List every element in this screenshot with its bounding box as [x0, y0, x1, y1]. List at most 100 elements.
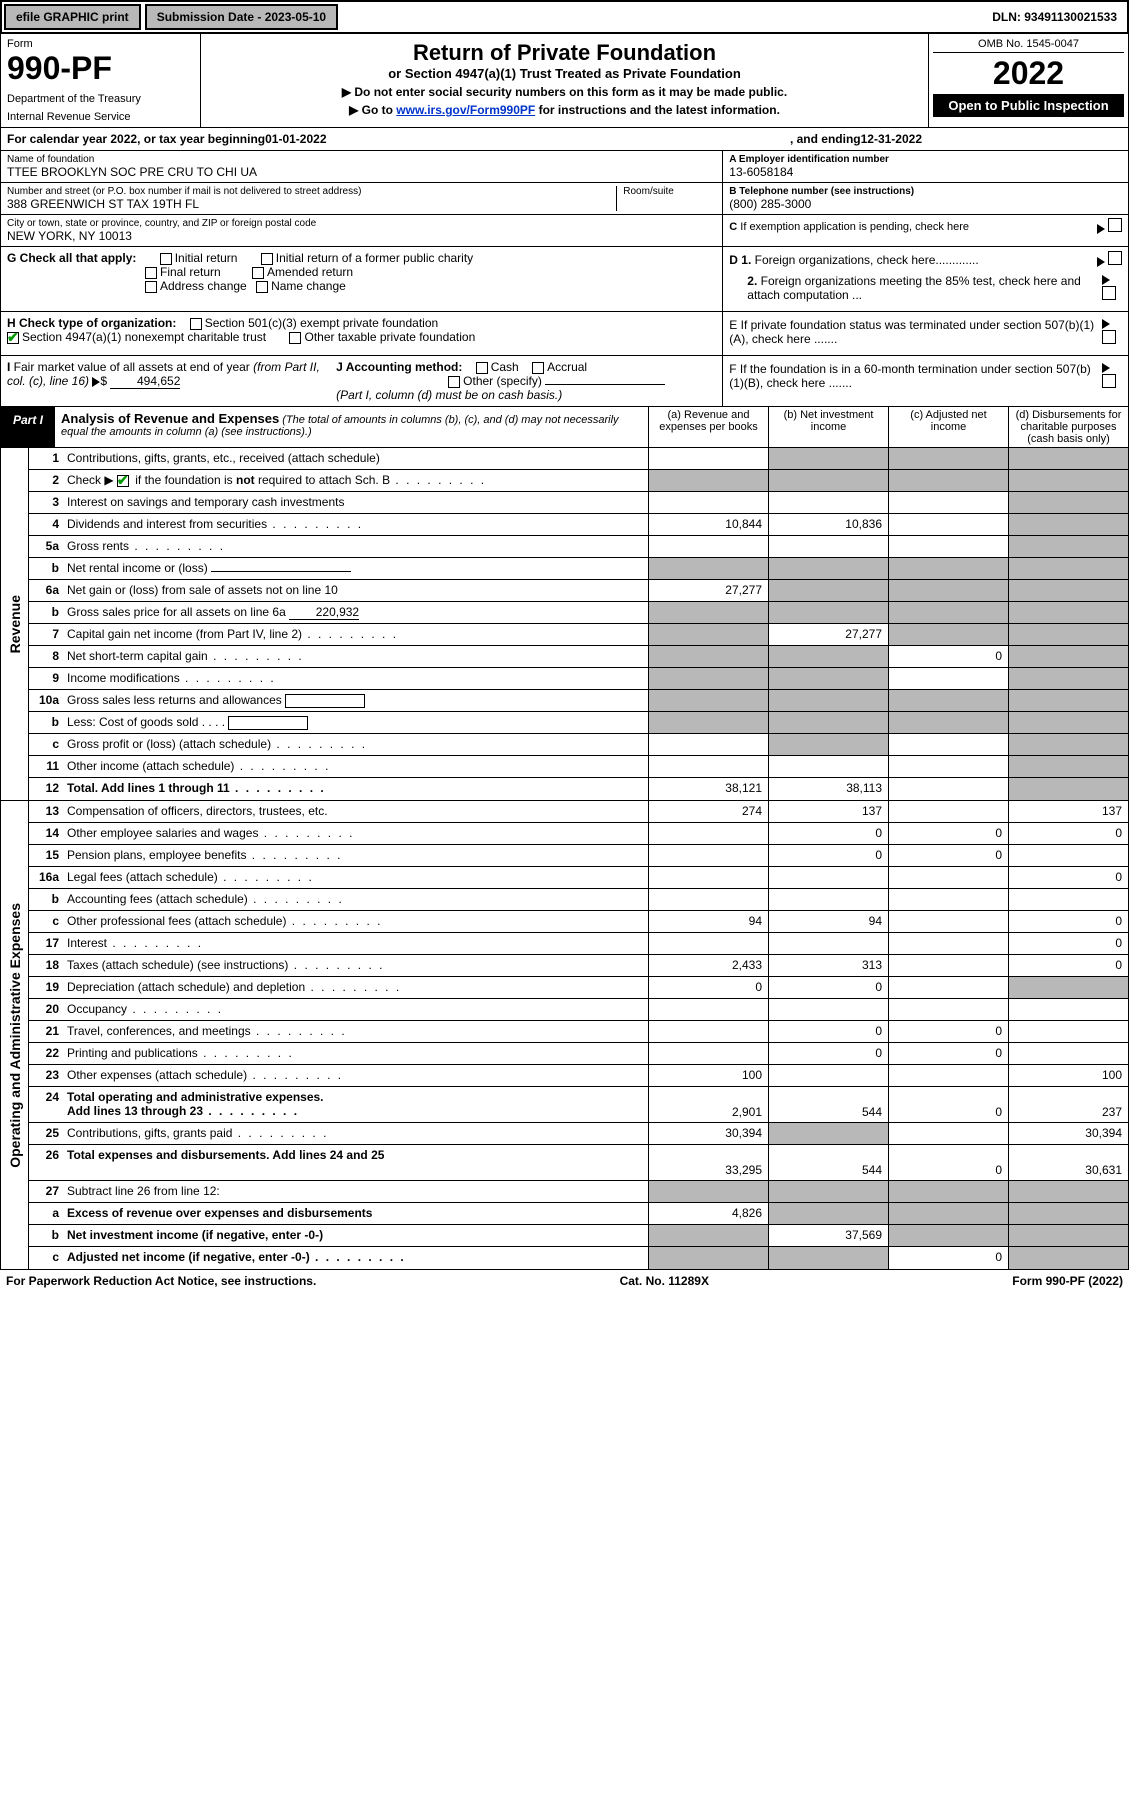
note-ssn: ▶ Do not enter social security numbers o…	[207, 85, 922, 99]
f-label: F If the foundation is in a 60-month ter…	[729, 362, 1102, 390]
header-right: OMB No. 1545-0047 2022 Open to Public In…	[928, 34, 1128, 127]
i-value: 494,652	[110, 374, 180, 389]
table-row: 25Contributions, gifts, grants paid30,39…	[29, 1123, 1128, 1145]
g-initial-former: Initial return of a former public charit…	[276, 251, 473, 265]
j-cash: Cash	[491, 360, 519, 374]
h-label: H Check type of organization:	[7, 316, 176, 330]
cal-mid: , and ending	[790, 132, 861, 146]
ein-label: A Employer identification number	[729, 154, 889, 165]
h-501: Section 501(c)(3) exempt private foundat…	[205, 316, 438, 330]
revenue-section: Revenue 1Contributions, gifts, grants, e…	[0, 448, 1129, 801]
table-row: 10aGross sales less returns and allowanc…	[29, 690, 1128, 712]
part1-desc: Analysis of Revenue and Expenses (The to…	[55, 407, 648, 447]
form-header: Form 990-PF Department of the Treasury I…	[0, 34, 1129, 128]
expenses-side-label: Operating and Administrative Expenses	[1, 801, 29, 1269]
submission-date: Submission Date - 2023-05-10	[145, 4, 338, 30]
table-row: 18Taxes (attach schedule) (see instructi…	[29, 955, 1128, 977]
arrow-icon	[1102, 363, 1110, 373]
table-row: 5aGross rents	[29, 536, 1128, 558]
g-final-checkbox[interactable]	[145, 267, 157, 279]
form-title: Return of Private Foundation	[207, 40, 922, 66]
e-checkbox[interactable]	[1102, 330, 1116, 344]
top-bar: efile GRAPHIC print Submission Date - 20…	[0, 0, 1129, 34]
table-row: bNet investment income (if negative, ent…	[29, 1225, 1128, 1247]
table-row: 17Interest0	[29, 933, 1128, 955]
j-label: J Accounting method:	[336, 360, 462, 374]
c-checkbox[interactable]	[1108, 218, 1122, 232]
table-row: cAdjusted net income (if negative, enter…	[29, 1247, 1128, 1269]
table-row: cGross profit or (loss) (attach schedule…	[29, 734, 1128, 756]
table-row: 22Printing and publications00	[29, 1043, 1128, 1065]
g-initial: Initial return	[175, 251, 238, 265]
calendar-year-row: For calendar year 2022, or tax year begi…	[0, 128, 1129, 151]
h-e-block: H Check type of organization: Section 50…	[0, 312, 1129, 356]
table-row: aExcess of revenue over expenses and dis…	[29, 1203, 1128, 1225]
addr-label: Number and street (or P.O. box number if…	[7, 186, 616, 197]
foundation-name: TTEE BROOKLYN SOC PRE CRU TO CHI UA	[7, 165, 716, 179]
c-exemption-label: C If exemption application is pending, c…	[729, 221, 969, 233]
table-row: 12Total. Add lines 1 through 1138,12138,…	[29, 778, 1128, 800]
g-addr-checkbox[interactable]	[145, 281, 157, 293]
header-left: Form 990-PF Department of the Treasury I…	[1, 34, 201, 127]
footer-right: Form 990-PF (2022)	[1012, 1274, 1123, 1288]
form-word: Form	[7, 38, 194, 50]
h-other-checkbox[interactable]	[289, 332, 301, 344]
arrow-icon	[1097, 257, 1105, 267]
part1-header: Part I Analysis of Revenue and Expenses …	[0, 407, 1129, 448]
arrow-icon	[1102, 275, 1110, 285]
g-addr-change: Address change	[160, 279, 247, 293]
table-row: bGross sales price for all assets on lin…	[29, 602, 1128, 624]
form-subtitle: or Section 4947(a)(1) Trust Treated as P…	[207, 66, 922, 81]
g-name-checkbox[interactable]	[256, 281, 268, 293]
note-pre: ▶ Go to	[349, 103, 396, 117]
cal-end: 12-31-2022	[861, 132, 922, 146]
g-amended-checkbox[interactable]	[252, 267, 264, 279]
table-row: 1Contributions, gifts, grants, etc., rec…	[29, 448, 1128, 470]
table-row: 4Dividends and interest from securities1…	[29, 514, 1128, 536]
arrow-icon	[1097, 224, 1105, 234]
form-number: 990-PF	[7, 50, 194, 87]
table-row: 14Other employee salaries and wages000	[29, 823, 1128, 845]
h-4947-checkbox[interactable]	[7, 332, 19, 344]
j-accrual-checkbox[interactable]	[532, 362, 544, 374]
omb-number: OMB No. 1545-0047	[933, 38, 1124, 53]
h-other-tax: Other taxable private foundation	[304, 330, 475, 344]
arrow-icon	[1102, 319, 1110, 329]
d1-checkbox[interactable]	[1108, 251, 1122, 265]
table-row: 9Income modifications	[29, 668, 1128, 690]
d2-checkbox[interactable]	[1102, 286, 1116, 300]
col-d-head: (d) Disbursements for charitable purpose…	[1008, 407, 1128, 447]
open-inspection: Open to Public Inspection	[933, 94, 1124, 117]
schb-checkbox[interactable]	[117, 475, 129, 487]
table-row: 26Total expenses and disbursements. Add …	[29, 1145, 1128, 1181]
dept-treasury: Department of the Treasury	[7, 93, 194, 105]
j-other-checkbox[interactable]	[448, 376, 460, 388]
table-row: 11Other income (attach schedule)	[29, 756, 1128, 778]
arrow-icon	[92, 377, 100, 387]
city-label: City or town, state or province, country…	[7, 218, 716, 229]
tax-year: 2022	[933, 55, 1124, 92]
d1-label: D 1. Foreign organizations, check here..…	[729, 253, 978, 267]
h-501-checkbox[interactable]	[190, 318, 202, 330]
table-row: cOther professional fees (attach schedul…	[29, 911, 1128, 933]
j-cash-checkbox[interactable]	[476, 362, 488, 374]
note-post: for instructions and the latest informat…	[535, 103, 780, 117]
g-initial-checkbox[interactable]	[160, 253, 172, 265]
col-c-head: (c) Adjusted net income	[888, 407, 1008, 447]
ein-value: 13-6058184	[729, 165, 1122, 179]
irs-link[interactable]: www.irs.gov/Form990PF	[396, 103, 535, 117]
header-mid: Return of Private Foundation or Section …	[201, 34, 928, 127]
h-4947: Section 4947(a)(1) nonexempt charitable …	[22, 330, 266, 344]
footer: For Paperwork Reduction Act Notice, see …	[0, 1270, 1129, 1292]
footer-mid: Cat. No. 11289X	[620, 1274, 709, 1288]
part1-tag: Part I	[1, 407, 55, 447]
g-initial-former-checkbox[interactable]	[261, 253, 273, 265]
g-label: G Check all that apply:	[7, 251, 136, 265]
efile-button[interactable]: efile GRAPHIC print	[4, 4, 141, 30]
table-row: 2Check ▶ if the foundation is not requir…	[29, 470, 1128, 492]
table-row: 24Total operating and administrative exp…	[29, 1087, 1128, 1123]
f-checkbox[interactable]	[1102, 374, 1116, 388]
g-name-change: Name change	[271, 279, 346, 293]
table-row: 20Occupancy	[29, 999, 1128, 1021]
j-accrual: Accrual	[547, 360, 587, 374]
